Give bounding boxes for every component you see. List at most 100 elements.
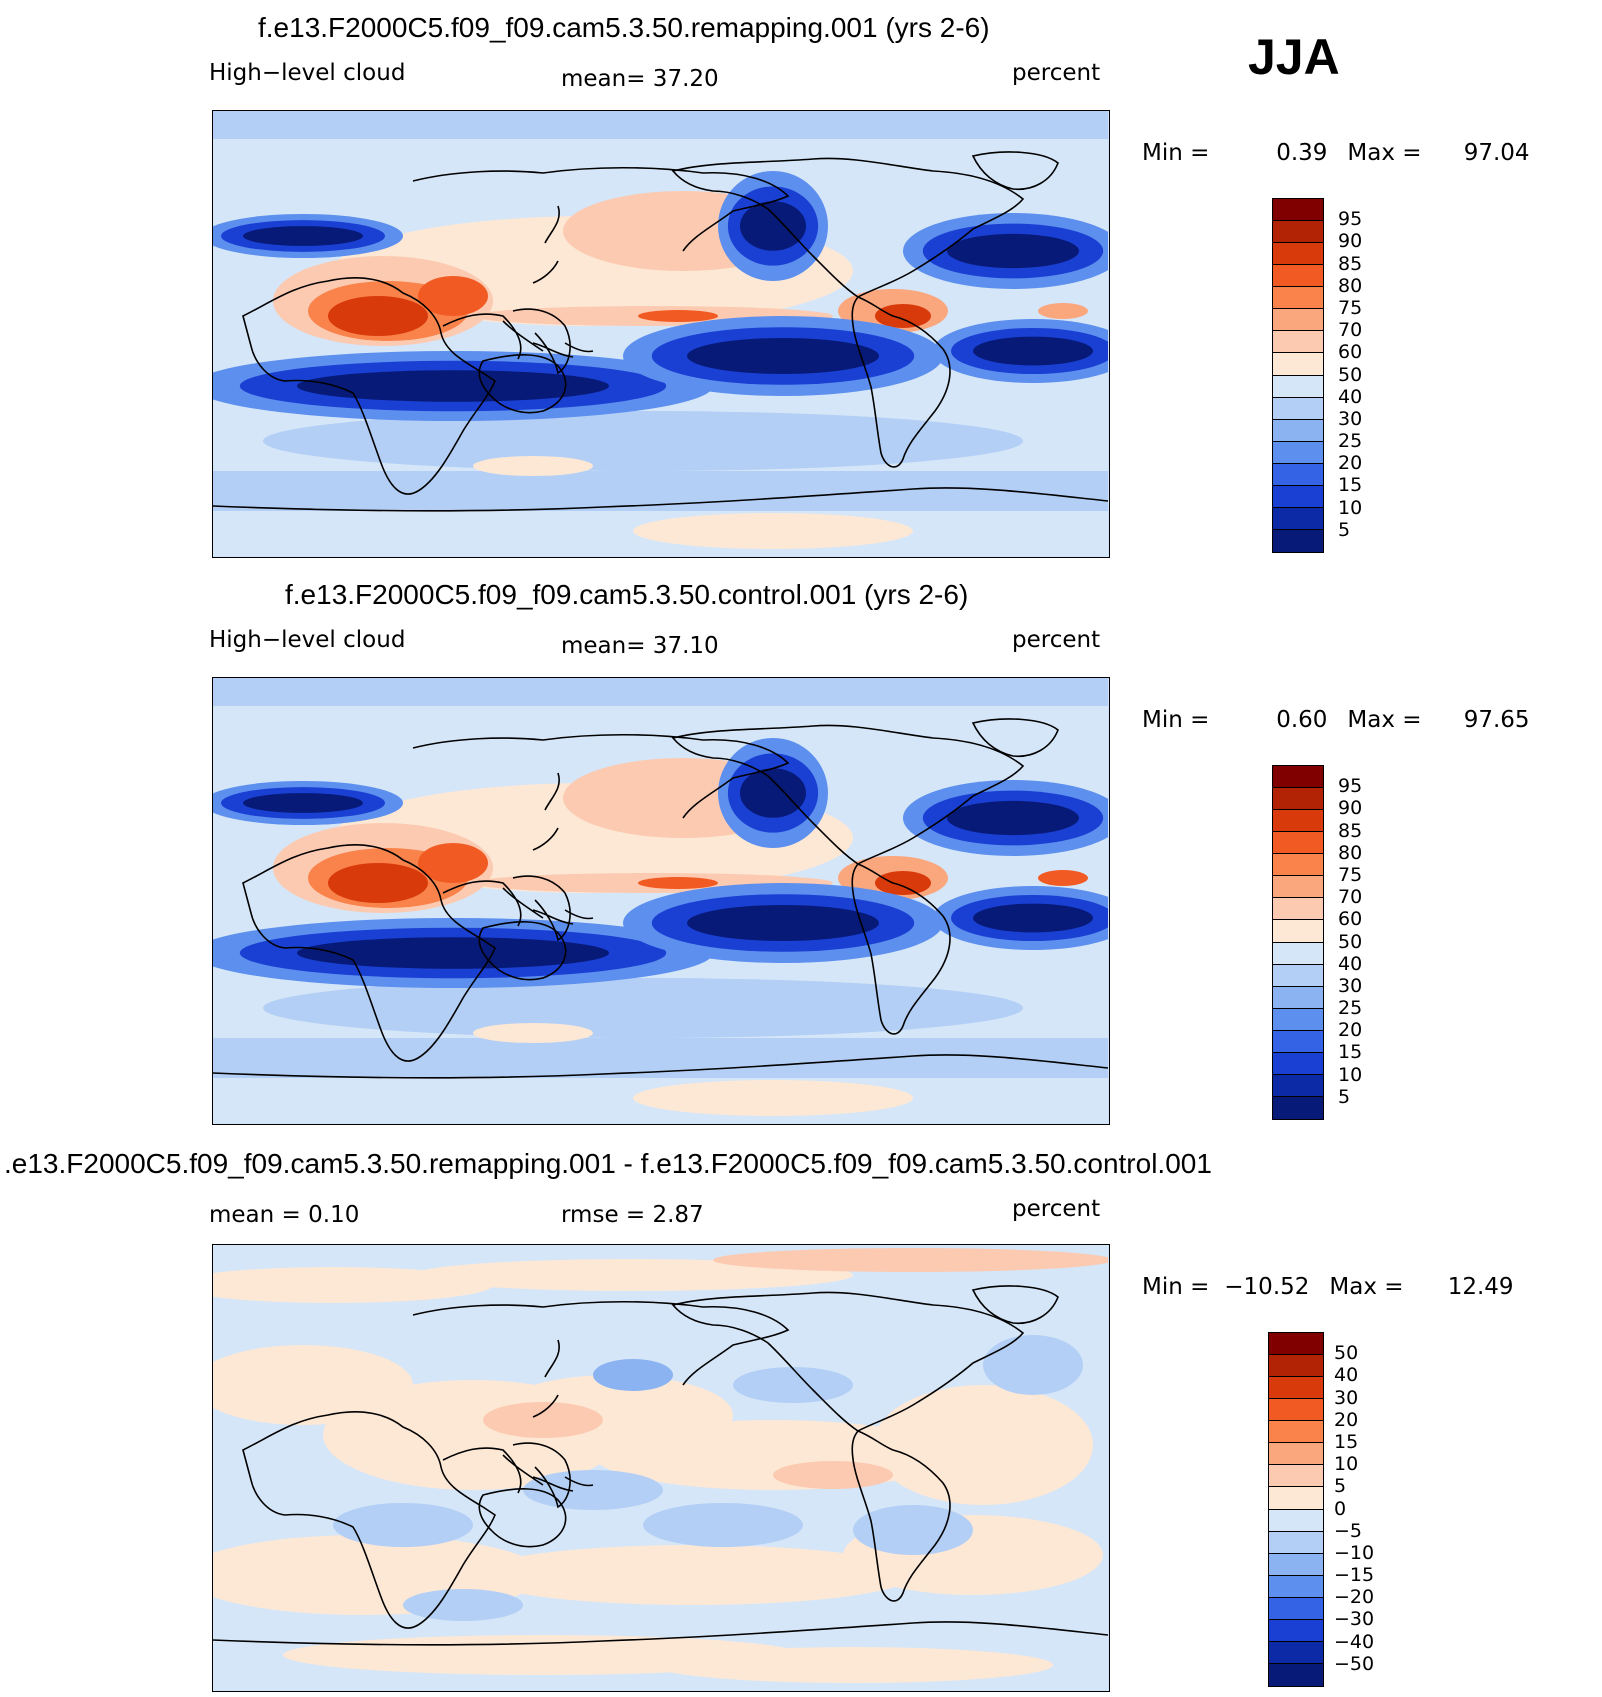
colorbar-tick-label: 70 [1338, 319, 1363, 342]
colorbar-tick-label: 90 [1338, 230, 1363, 253]
coastline [242, 1410, 496, 1629]
contour-region [873, 1385, 1093, 1505]
colorbar-swatch [1269, 1465, 1323, 1488]
contour-region [853, 1505, 973, 1555]
coastline [671, 1291, 1025, 1432]
colorbar-swatch [1269, 1377, 1323, 1400]
colorbar-tick-label: −30 [1334, 1608, 1375, 1631]
colorbar-tick-label: 50 [1338, 363, 1363, 386]
contour-region [740, 201, 806, 251]
contour-map [213, 678, 1108, 1123]
colorbar-tick-label: −20 [1334, 1586, 1375, 1609]
contour-region [328, 863, 428, 903]
coastline [532, 772, 560, 851]
contour-region [875, 871, 931, 895]
contour-region [633, 513, 913, 549]
colorbar-swatch [1269, 1641, 1323, 1664]
max-value: 97.04 [1463, 140, 1530, 166]
colorbar-tick-label: 20 [1338, 1019, 1363, 1042]
colorbar-tick-label: 15 [1334, 1430, 1359, 1453]
colorbar-tick-label: 40 [1338, 952, 1363, 975]
panel1-minmax: Min = 0.39 Max = 97.04 [1142, 140, 1530, 166]
colorbar-swatch [1273, 788, 1323, 811]
colorbar-tick-label: 25 [1338, 997, 1363, 1020]
colorbar-tick-label: 30 [1338, 407, 1363, 430]
colorbar-swatch [1273, 485, 1323, 508]
panel2-colorbar [1272, 765, 1324, 1120]
colorbar-swatch [1273, 441, 1323, 464]
panel2-minmax: Min = 0.60 Max = 97.65 [1142, 707, 1530, 733]
coastline [851, 863, 951, 1035]
colorbar-tick-label: 20 [1338, 452, 1363, 475]
contour-region [243, 793, 363, 813]
coastline [242, 843, 496, 1062]
contour-region [687, 905, 879, 941]
colorbar-tick-label: 20 [1334, 1408, 1359, 1431]
colorbar-swatch [1269, 1531, 1323, 1554]
contour-region [413, 1259, 853, 1291]
coastline [442, 308, 571, 375]
colorbar-swatch [1273, 265, 1323, 288]
contour-region [740, 768, 806, 818]
contour-region [638, 877, 718, 889]
colorbar-tick-label: 85 [1338, 819, 1363, 842]
contour-region [523, 1470, 663, 1510]
panel3-colorbar [1268, 1332, 1324, 1687]
colorbar-swatch [1273, 942, 1323, 965]
colorbar-swatch [1273, 876, 1323, 899]
coastline [971, 1285, 1059, 1324]
coastline [502, 1454, 594, 1492]
coastline [851, 1430, 951, 1602]
coastline [971, 151, 1059, 190]
colorbar-swatch [1273, 1096, 1323, 1119]
colorbar-tick-label: 10 [1334, 1453, 1359, 1476]
contour-map [213, 1245, 1108, 1690]
colorbar-tick-label: −5 [1334, 1519, 1363, 1542]
panel2-units-label: percent [1012, 627, 1101, 653]
season-label: JJA [1248, 29, 1340, 85]
contour-region [263, 411, 1023, 471]
colorbar-swatch [1273, 463, 1323, 486]
colorbar-swatch [1269, 1575, 1323, 1598]
contour-region [213, 678, 1108, 706]
colorbar-swatch [1269, 1663, 1323, 1686]
min-label: Min = [1142, 707, 1210, 733]
colorbar-tick-label: 25 [1338, 430, 1363, 453]
colorbar-tick-label: 80 [1338, 841, 1363, 864]
contour-region [1038, 303, 1088, 319]
coastline [442, 1442, 571, 1509]
contour-region [263, 978, 1023, 1038]
colorbar-swatch [1273, 1030, 1323, 1053]
colorbar-tick-label: 95 [1338, 775, 1363, 798]
coastline [213, 487, 1108, 512]
contour-region [638, 310, 718, 322]
colorbar-tick-label: 50 [1338, 930, 1363, 953]
colorbar-swatch [1273, 854, 1323, 877]
contour-region [947, 233, 1079, 269]
contour-region [473, 1023, 593, 1043]
panel3-title: .e13.F2000C5.f09_f09.cam5.3.50.remapping… [4, 1148, 1212, 1179]
coastline [412, 733, 790, 819]
colorbar-tick-label: 90 [1338, 797, 1363, 820]
colorbar-swatch [1269, 1553, 1323, 1576]
colorbar-swatch [1269, 1487, 1323, 1510]
max-label: Max = [1347, 140, 1422, 166]
contour-region [653, 1647, 1053, 1683]
colorbar-swatch [1273, 1008, 1323, 1031]
panel2-map [212, 677, 1110, 1125]
colorbar-tick-label: 15 [1338, 474, 1363, 497]
colorbar-swatch [1273, 1074, 1323, 1097]
colorbar-swatch [1273, 529, 1323, 552]
coastline [502, 320, 594, 358]
colorbar-tick-label: 15 [1338, 1041, 1363, 1064]
panel1-variable-label: High−level cloud [209, 60, 406, 86]
colorbar-tick-label: 30 [1338, 974, 1363, 997]
contour-region [243, 226, 363, 246]
colorbar-swatch [1273, 898, 1323, 921]
contour-region [333, 1503, 473, 1547]
coastline [442, 875, 571, 942]
contour-region [713, 1248, 1108, 1272]
colorbar-swatch [1269, 1597, 1323, 1620]
panel1-title: f.e13.F2000C5.f09_f09.cam5.3.50.remappin… [258, 12, 990, 43]
contour-map [213, 111, 1108, 556]
